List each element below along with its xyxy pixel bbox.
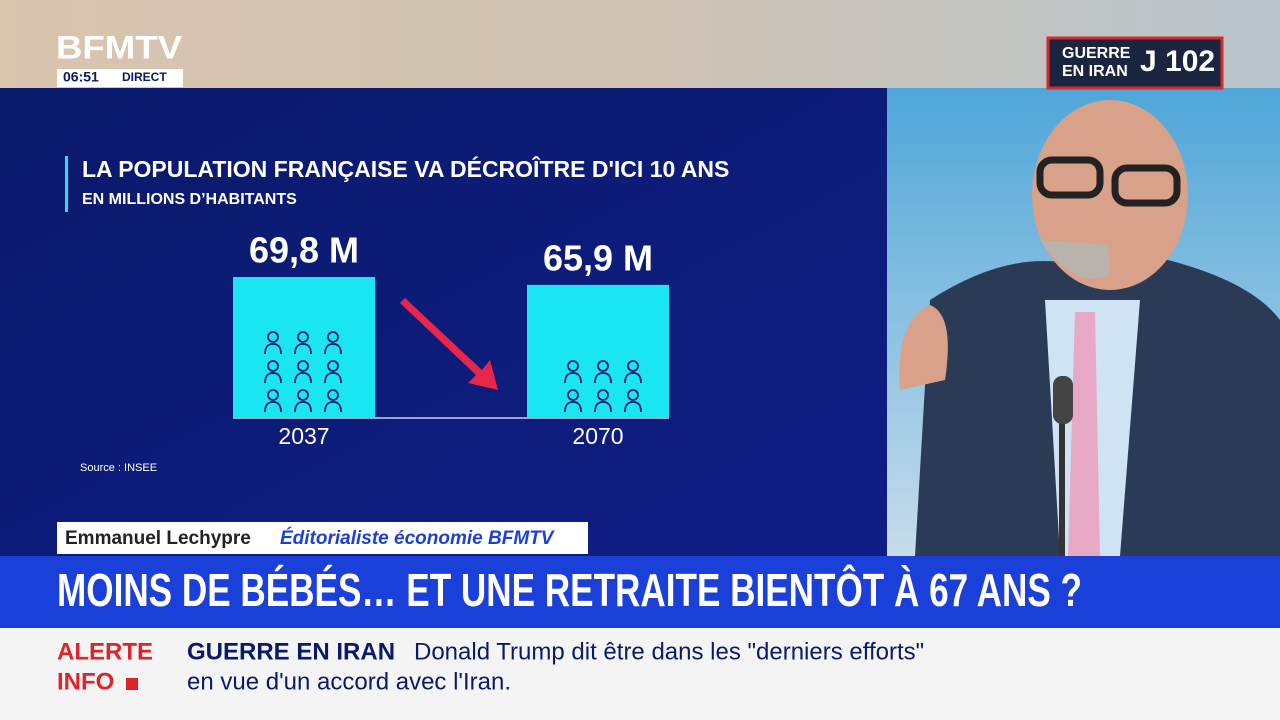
clock-bar [57, 69, 183, 87]
ticker-text-2: en vue d'un accord avec l'Iran. [187, 668, 511, 695]
bar [233, 277, 375, 418]
name-strip [57, 522, 588, 554]
clock: 06:51 [63, 69, 99, 85]
presenter [899, 100, 1280, 556]
category-label: 2070 [572, 423, 623, 449]
value-label: 69,8 M [249, 230, 359, 271]
bar-chart: 69,8 M 2037 65,9 M 2070 [233, 230, 669, 449]
trend-arrow [400, 298, 498, 390]
title-accent [65, 156, 68, 212]
guest-role: Éditorialiste économie BFMTV [280, 527, 555, 549]
ticker-band [0, 628, 1280, 720]
headline-band [0, 556, 1280, 628]
badge-bottom: EN IRAN [1062, 63, 1128, 80]
chart-source: Source : INSEE [80, 462, 157, 474]
badge-top: GUERRE [1062, 45, 1131, 62]
alert-label-2: INFO [57, 668, 114, 695]
alert-square [126, 678, 138, 690]
guest-name: Emmanuel Lechypre [65, 528, 251, 549]
ticker-topic: GUERRE EN IRAN [187, 638, 395, 665]
chart-subtitle: EN MILLIONS D’HABITANTS [82, 191, 297, 208]
badge-day: J 102 [1140, 45, 1215, 78]
chart-panel [0, 88, 887, 556]
category-label: 2037 [278, 423, 329, 449]
chart-title: LA POPULATION FRANÇAISE VA DÉCROÎTRE D'I… [82, 155, 729, 182]
day-badge [1046, 36, 1224, 90]
alert-label-1: ALERTE [57, 638, 153, 665]
live-label: DIRECT [122, 70, 167, 84]
ticker-text-1: Donald Trump dit être dans les "derniers… [414, 638, 924, 665]
logo: BFMTV [56, 29, 183, 65]
headline: MOINS DE BÉBÉS… ET UNE RETRAITE BIENTÔT … [57, 564, 1082, 616]
value-label: 65,9 M [543, 237, 653, 278]
